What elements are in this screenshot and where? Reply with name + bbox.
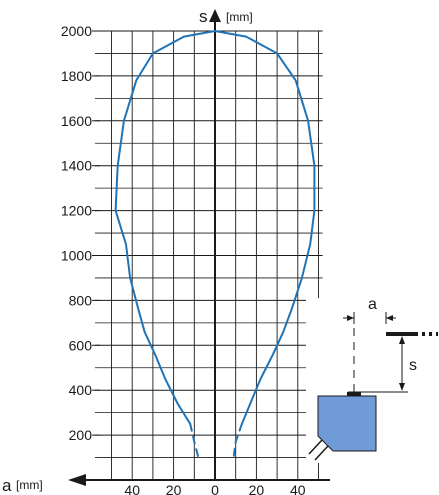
y-tick-label: 800 bbox=[69, 292, 93, 308]
x-tick-label: 40 bbox=[290, 482, 306, 495]
detection-curve-dashed-1 bbox=[189, 422, 200, 459]
y-tick-label: 1600 bbox=[61, 113, 92, 129]
sensor-cable-1 bbox=[308, 439, 323, 455]
y-tick-label: 200 bbox=[69, 427, 93, 443]
dim-s-label: s bbox=[409, 357, 417, 374]
dim-s-arrow-top bbox=[399, 336, 405, 344]
dim-a-arrow-left bbox=[347, 315, 354, 321]
y-tick-label: 1000 bbox=[61, 248, 92, 264]
x-tick-label: 20 bbox=[249, 482, 265, 495]
dim-s-arrow-bottom bbox=[399, 383, 405, 391]
detection-curve bbox=[114, 30, 316, 459]
y-tick-label: 600 bbox=[69, 337, 93, 353]
y-tick-label: 400 bbox=[69, 382, 93, 398]
y-tick-label: 1800 bbox=[61, 68, 92, 84]
grid bbox=[94, 30, 323, 480]
sensor-lens bbox=[347, 392, 361, 396]
x-axis-symbol: a bbox=[2, 476, 12, 495]
dim-a-arrow-right bbox=[386, 315, 393, 321]
x-axis-unit: [mm] bbox=[16, 478, 43, 492]
x-tick-label: 40 bbox=[124, 482, 140, 495]
axes: s [mm] a [mm] bbox=[2, 7, 330, 495]
sensor-cable-2 bbox=[314, 445, 329, 461]
y-axis-unit: [mm] bbox=[226, 10, 253, 24]
detection-curve-dashed-2 bbox=[232, 422, 243, 459]
y-tick-label: 1200 bbox=[61, 203, 92, 219]
x-tick-label: 20 bbox=[166, 482, 182, 495]
x-axis-arrow bbox=[68, 474, 86, 486]
x-tick-label: 0 bbox=[211, 482, 219, 495]
dim-a-label: a bbox=[368, 296, 377, 313]
detection-curve-solid bbox=[114, 30, 316, 425]
y-tick-label: 2000 bbox=[61, 23, 92, 39]
sensor-body bbox=[317, 395, 377, 452]
y-tick-labels: 200 400 600 800 1000 1200 1400 1600 1800 2000 bbox=[61, 23, 100, 443]
x-tick-labels: 40 20 0 20 40 bbox=[124, 482, 305, 495]
sensor-diagram: a s bbox=[306, 296, 439, 463]
y-axis-arrow bbox=[209, 9, 221, 22]
y-tick-label: 1400 bbox=[61, 158, 92, 174]
y-axis-symbol: s bbox=[199, 7, 208, 26]
